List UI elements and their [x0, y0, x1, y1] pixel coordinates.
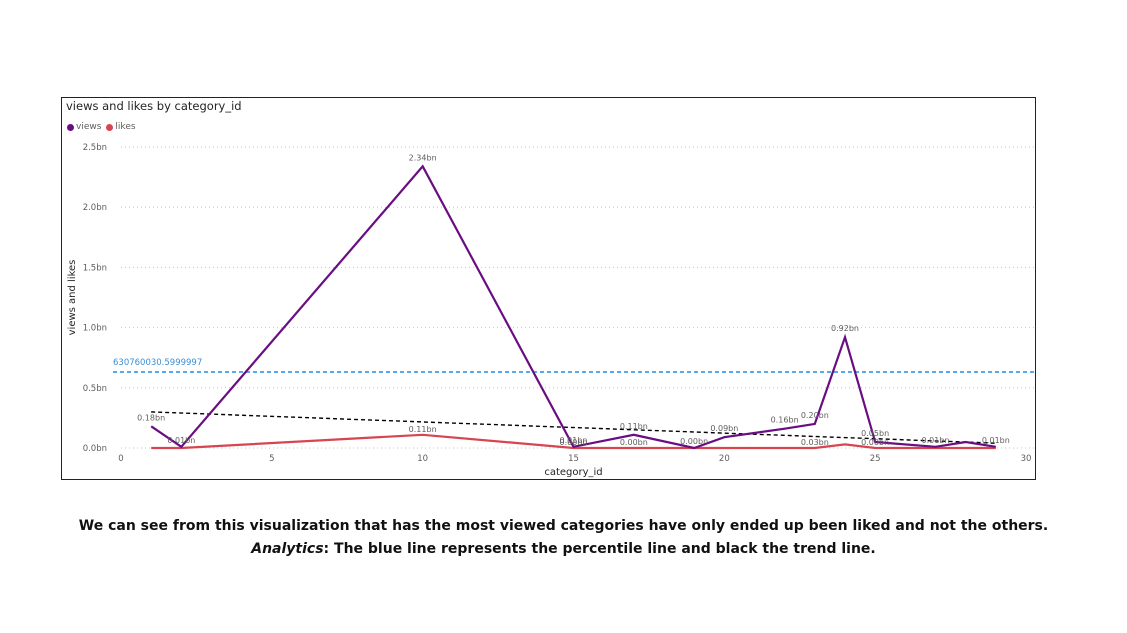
y-tick-label: 1.5bn: [83, 263, 107, 273]
data-label-likes: 0.00bn: [560, 438, 588, 447]
data-label-views: 0.18bn: [137, 413, 165, 422]
x-tick-label: 10: [417, 454, 428, 464]
legend: views likes: [67, 122, 141, 132]
chart-title: views and likes by category_id: [66, 99, 242, 113]
data-label-views: 0.20bn: [801, 411, 829, 420]
legend-dot-likes: [106, 123, 114, 131]
y-tick-label: 1.0bn: [83, 324, 107, 334]
caption-line-2: Analytics: The blue line represents the …: [0, 541, 1127, 557]
y-tick-label: 0.5bn: [83, 384, 107, 394]
trend-line: [151, 411, 996, 444]
x-tick-label: 20: [719, 454, 730, 464]
data-label-views: 0.09bn: [710, 424, 738, 433]
x-tick-label: 5: [269, 454, 274, 464]
data-label-views: 0.11bn: [620, 422, 648, 431]
x-tick-label: 30: [1021, 454, 1032, 464]
data-label-views: 0.92bn: [831, 324, 859, 333]
data-label-likes: 0.03bn: [801, 438, 829, 447]
data-label-views: 0.01bn: [982, 436, 1010, 445]
caption-analytics-label: Analytics: [251, 541, 324, 557]
data-label-views: 0.16bn: [771, 416, 799, 425]
x-tick-label: 0: [118, 454, 123, 464]
y-tick-label: 2.0bn: [83, 203, 107, 213]
x-tick-label: 25: [870, 454, 881, 464]
legend-dot-views: [67, 123, 74, 131]
y-tick-label: 2.5bn: [83, 143, 107, 153]
x-tick-label: 15: [568, 454, 579, 464]
data-label-views: 2.34bn: [409, 153, 437, 162]
percentile-line-label: 630760030.5999997: [113, 358, 202, 368]
data-label-views: 0.01bn: [560, 436, 588, 445]
x-axis-title: category_id: [544, 467, 602, 478]
data-label-views: 0.05bn: [861, 429, 889, 438]
caption-line-1: We can see from this visualization that …: [78, 518, 1049, 534]
legend-item-likes[interactable]: likes: [106, 122, 136, 132]
chart-frame: 0.0bn 0.5bn 1.0bn 1.5bn 2.0bn 2.5bn 0 5 10 15 20 25…: [61, 97, 1036, 480]
series-line-views: [150, 164, 996, 450]
data-label-likes: 0.00bn: [861, 438, 889, 447]
y-axis-title: views and likes: [67, 260, 78, 336]
data-label-views: 0.01bn: [922, 436, 950, 445]
series-line-likes: [151, 433, 996, 450]
legend-label-likes: likes: [115, 122, 136, 132]
y-tick-label: 0.0bn: [83, 444, 107, 454]
data-label-views: 0.00bn: [680, 437, 708, 446]
data-label-views: 0.01bn: [167, 436, 195, 445]
legend-label-views: views: [76, 122, 102, 132]
legend-item-views[interactable]: views: [67, 122, 101, 132]
data-label-likes: 0.00bn: [620, 438, 648, 447]
chart-svg: 0.0bn 0.5bn 1.0bn 1.5bn 2.0bn 2.5bn 0 5 10 15 20 25…: [67, 143, 1034, 478]
data-label-likes: 0.11bn: [409, 425, 437, 434]
caption-analytics-text: : The blue line represents the percentil…: [323, 541, 876, 557]
